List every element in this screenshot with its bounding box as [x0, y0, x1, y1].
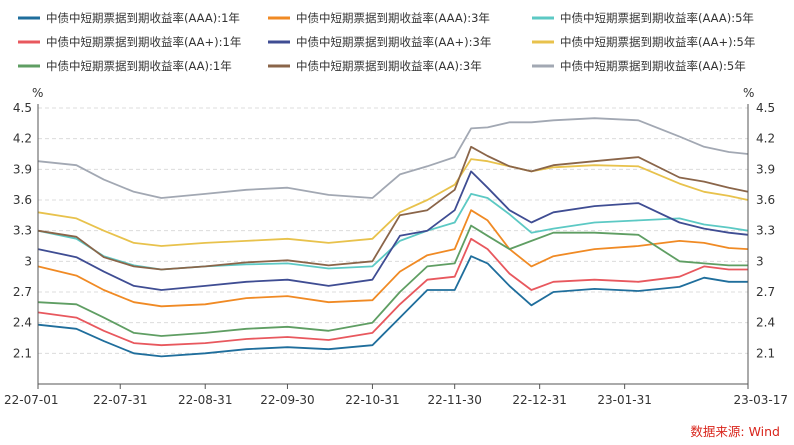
y-tick-label-right: 2.7 — [756, 285, 775, 299]
legend-item: 中债中短期票据到期收益率(AAA):5年 — [532, 11, 754, 25]
y-tick-label-right: 3 — [756, 254, 764, 268]
legend-label: 中债中短期票据到期收益率(AA+):3年 — [296, 35, 491, 49]
legend-label: 中债中短期票据到期收益率(AA+):1年 — [46, 35, 241, 49]
x-tick-label: 22-11-30 — [427, 393, 481, 407]
grid-lines — [38, 107, 748, 354]
y-axis-unit-left: % — [32, 86, 43, 100]
x-tick-label: 23-03-17 — [734, 393, 788, 407]
series-line-2 — [37, 209, 749, 308]
y-tick-label-right: 3.3 — [756, 224, 775, 238]
legend-item: 中债中短期票据到期收益率(AAA):1年 — [18, 11, 240, 25]
y-tick-label-left: 3.9 — [13, 162, 32, 176]
x-tick-label: 22-10-31 — [345, 393, 399, 407]
x-tick-label: 22-09-30 — [260, 393, 314, 407]
series-line-8 — [37, 145, 749, 271]
y-tick-label-left: 3 — [24, 254, 32, 268]
x-tick-label: 22-12-31 — [512, 393, 566, 407]
series-lines — [37, 117, 749, 358]
y-tick-label-right: 3.6 — [756, 193, 775, 207]
x-tick-label: 22-07-31 — [93, 393, 147, 407]
y-axis-left-ticks: 2.1 2.4 2.7 3 3.3 3.6 3.9 4.2 4.5 — [13, 101, 32, 360]
y-tick-label-left: 2.7 — [13, 285, 32, 299]
y-tick-label-right: 2.4 — [756, 316, 775, 330]
x-tick-label: 22-08-31 — [178, 393, 232, 407]
legend-label: 中债中短期票据到期收益率(AA+):5年 — [560, 35, 755, 49]
series-line-1 — [37, 255, 748, 358]
y-tick-label-right: 3.9 — [756, 162, 775, 176]
y-tick-label-left: 4.2 — [13, 132, 32, 146]
chart-legend: 中债中短期票据到期收益率(AAA):1年 中债中短期票据到期收益率(AAA):3年… — [18, 11, 755, 73]
series-line-5 — [37, 170, 749, 291]
legend-item: 中债中短期票据到期收益率(AA+):3年 — [268, 35, 491, 49]
y-tick-label-left: 3.6 — [13, 193, 32, 207]
legend-item: 中债中短期票据到期收益率(AA):5年 — [532, 59, 746, 73]
y-tick-label-left: 4.5 — [13, 101, 32, 115]
x-axis-ticks: 22-07-01 22-07-31 22-08-31 22-09-30 22-10-31… — [4, 384, 788, 407]
y-tick-label-right: 4.2 — [756, 132, 775, 146]
legend-item: 中债中短期票据到期收益率(AA):1年 — [18, 59, 232, 73]
chart-axes — [37, 104, 749, 385]
y-axis-right-ticks: 2.1 2.4 2.7 3 3.3 3.6 3.9 4.2 4.5 — [756, 101, 775, 360]
data-source-note: 数据来源: Wind — [690, 424, 780, 439]
legend-item: 中债中短期票据到期收益率(AA+):5年 — [532, 35, 755, 49]
legend-label: 中债中短期票据到期收益率(AAA):5年 — [560, 11, 754, 25]
legend-item: 中债中短期票据到期收益率(AAA):3年 — [268, 11, 490, 25]
y-axis-unit-right: % — [743, 86, 754, 100]
legend-item: 中债中短期票据到期收益率(AA):3年 — [268, 59, 482, 73]
series-line-9 — [37, 117, 749, 199]
legend-label: 中债中短期票据到期收益率(AAA):1年 — [46, 11, 240, 25]
legend-label: 中债中短期票据到期收益率(AA):1年 — [46, 59, 232, 73]
y-tick-label-left: 2.4 — [13, 316, 32, 330]
series-line-4 — [37, 237, 748, 347]
y-tick-label-right: 4.5 — [756, 101, 775, 115]
y-tick-label-left: 3.3 — [13, 224, 32, 238]
legend-label: 中债中短期票据到期收益率(AAA):3年 — [296, 11, 490, 25]
legend-label: 中债中短期票据到期收益率(AA):5年 — [560, 59, 746, 73]
series-line-7 — [37, 224, 748, 337]
y-tick-label-right: 2.1 — [756, 346, 775, 360]
x-tick-label: 22-07-01 — [4, 393, 58, 407]
legend-item: 中债中短期票据到期收益率(AA+):1年 — [18, 35, 241, 49]
series-line-6 — [37, 158, 749, 247]
y-tick-label-left: 2.1 — [13, 346, 32, 360]
x-tick-label: 23-01-31 — [597, 393, 651, 407]
legend-label: 中债中短期票据到期收益率(AA):3年 — [296, 59, 482, 73]
